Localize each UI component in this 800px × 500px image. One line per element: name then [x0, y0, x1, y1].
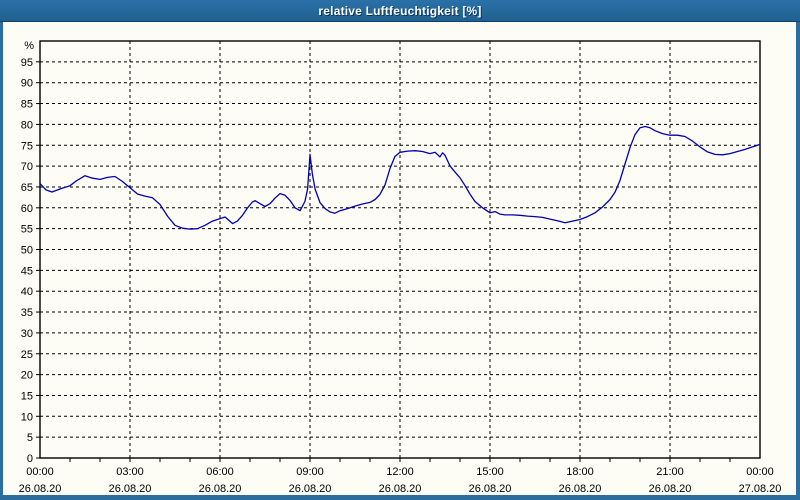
- svg-text:%: %: [24, 40, 34, 52]
- svg-text:26.08.20: 26.08.20: [559, 483, 602, 495]
- chart-area: 0 5 10 15 20 25 30 35 40 45 50 55 60 65 70 75 80 85 90 95% 0…: [3, 22, 796, 495]
- svg-text:80: 80: [21, 119, 33, 131]
- svg-text:21:00: 21:00: [656, 466, 684, 478]
- svg-text:26.08.20: 26.08.20: [379, 483, 422, 495]
- svg-text:95: 95: [21, 57, 33, 69]
- svg-text:30: 30: [21, 328, 33, 340]
- svg-text:09:00: 09:00: [296, 466, 324, 478]
- svg-text:85: 85: [21, 99, 33, 111]
- svg-text:10: 10: [21, 411, 33, 423]
- svg-text:5: 5: [27, 432, 33, 444]
- svg-text:65: 65: [21, 182, 33, 194]
- svg-text:15: 15: [21, 390, 33, 402]
- svg-text:40: 40: [21, 286, 33, 298]
- svg-text:25: 25: [21, 349, 33, 361]
- page-title: relative Luftfeuchtigkeit [%]: [318, 3, 482, 18]
- svg-text:26.08.20: 26.08.20: [289, 483, 332, 495]
- svg-text:55: 55: [21, 224, 33, 236]
- svg-text:45: 45: [21, 265, 33, 277]
- svg-text:15:00: 15:00: [476, 466, 504, 478]
- svg-text:20: 20: [21, 370, 33, 382]
- svg-text:27.08.20: 27.08.20: [739, 483, 782, 495]
- svg-text:75: 75: [21, 140, 33, 152]
- svg-text:03:00: 03:00: [116, 466, 144, 478]
- svg-text:0: 0: [27, 453, 33, 465]
- svg-text:90: 90: [21, 78, 33, 90]
- svg-text:06:00: 06:00: [206, 466, 234, 478]
- svg-text:26.08.20: 26.08.20: [469, 483, 512, 495]
- svg-text:60: 60: [21, 203, 33, 215]
- svg-text:26.08.20: 26.08.20: [19, 483, 62, 495]
- svg-text:00:00: 00:00: [26, 466, 54, 478]
- humidity-line-chart: 0 5 10 15 20 25 30 35 40 45 50 55 60 65 70 75 80 85 90 95% 0…: [19, 40, 782, 495]
- svg-text:26.08.20: 26.08.20: [199, 483, 242, 495]
- window-titlebar[interactable]: relative Luftfeuchtigkeit [%]: [0, 0, 800, 22]
- svg-text:18:00: 18:00: [566, 466, 594, 478]
- svg-text:50: 50: [21, 245, 33, 257]
- svg-text:70: 70: [21, 161, 33, 173]
- svg-text:26.08.20: 26.08.20: [649, 483, 692, 495]
- svg-text:35: 35: [21, 307, 33, 319]
- svg-text:26.08.20: 26.08.20: [109, 483, 152, 495]
- svg-text:00:00: 00:00: [746, 466, 774, 478]
- svg-text:12:00: 12:00: [386, 466, 414, 478]
